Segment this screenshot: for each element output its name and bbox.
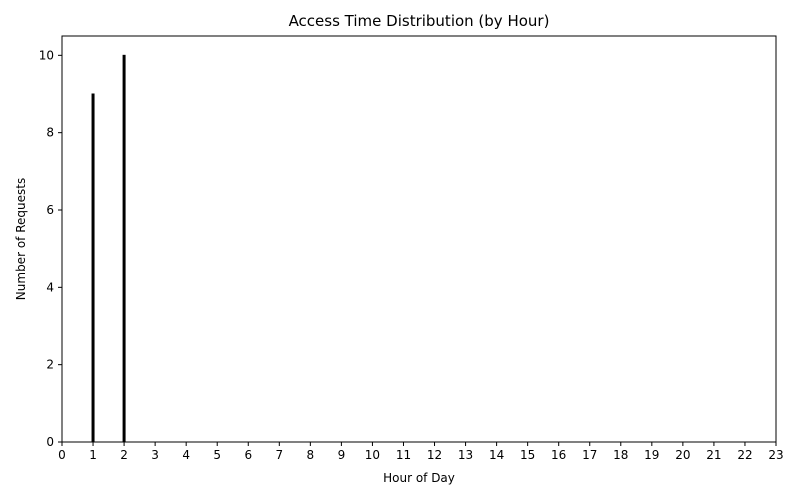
x-tick-label: 19 [644,448,659,462]
x-tick-label: 5 [213,448,221,462]
x-tick-label: 15 [520,448,535,462]
x-tick-label: 20 [675,448,690,462]
bar-hour-1 [91,93,95,443]
x-tick-label: 16 [551,448,566,462]
y-tick-label: 0 [46,435,54,449]
x-tick-label: 14 [489,448,504,462]
x-axis-ticks: 0 1 2 3 4 5 6 7 8 9 10 11 12 13 14 15 16 17 18 19 20 21 22 23 [58,442,784,462]
x-tick-label: 17 [582,448,597,462]
x-tick-label: 4 [182,448,190,462]
x-tick-label: 8 [307,448,315,462]
x-tick-label: 12 [427,448,442,462]
x-axis-label: Hour of Day [383,471,455,485]
x-tick-label: 0 [58,448,66,462]
y-tick-label: 2 [46,358,54,372]
bar-hour-2 [122,54,126,443]
chart-title: Access Time Distribution (by Hour) [289,12,550,30]
x-tick-label: 7 [275,448,283,462]
x-tick-label: 13 [458,448,473,462]
x-tick-label: 21 [706,448,721,462]
x-tick-label: 3 [151,448,159,462]
y-axis-label: Number of Requests [14,178,28,300]
x-tick-label: 11 [396,448,411,462]
x-tick-label: 18 [613,448,628,462]
y-tick-label: 6 [46,203,54,217]
y-tick-label: 4 [46,280,54,294]
x-tick-label: 1 [89,448,97,462]
y-tick-label: 8 [46,126,54,140]
x-tick-label: 9 [338,448,346,462]
x-tick-label: 6 [244,448,252,462]
x-tick-label: 10 [365,448,380,462]
x-tick-label: 2 [120,448,128,462]
x-tick-label: 22 [737,448,752,462]
plot-area [61,35,777,443]
y-axis-ticks: 0 2 4 6 8 10 [39,48,62,449]
x-tick-label: 23 [768,448,783,462]
y-tick-label: 10 [39,48,54,62]
